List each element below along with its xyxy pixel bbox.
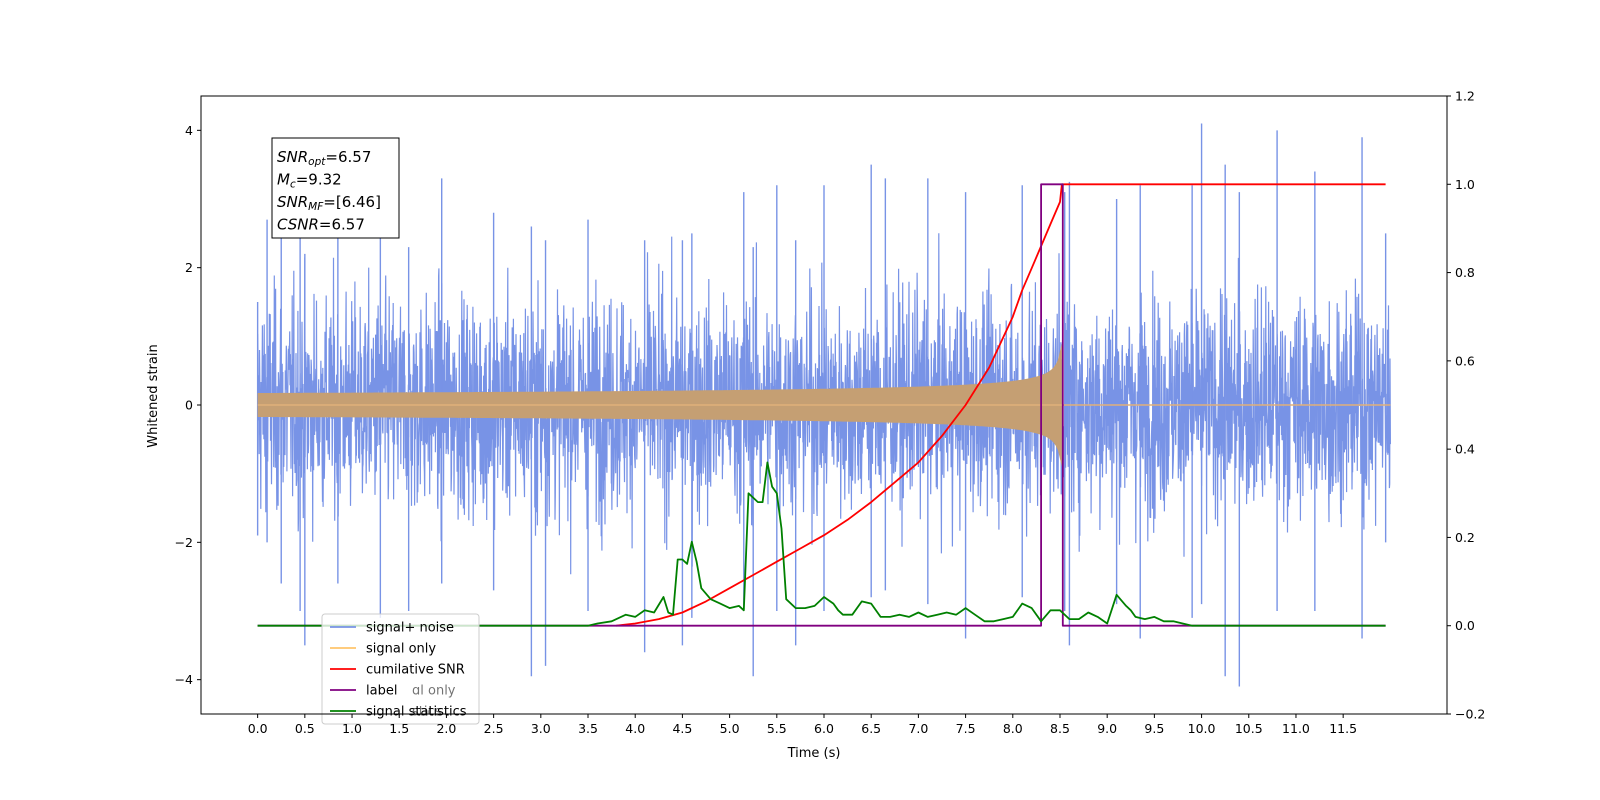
x-tick-label: 3.5 xyxy=(578,721,598,736)
y-tick-label-right: 0.0 xyxy=(1455,618,1475,633)
x-tick-label: 5.0 xyxy=(720,721,740,736)
series-signal-statistics xyxy=(257,461,1386,627)
annotation-line: CSNR=6.57 xyxy=(277,216,365,234)
annotation-frame xyxy=(271,137,400,239)
x-tick-label: 3.0 xyxy=(531,721,551,736)
annotation-line: SNRMF=[6.46] xyxy=(277,193,381,213)
x-tick-label: 1.0 xyxy=(342,721,362,736)
x-tick-label: 11.0 xyxy=(1282,721,1310,736)
x-tick-label: 9.0 xyxy=(1097,721,1117,736)
legend-label: cumilative SNR xyxy=(366,663,465,678)
legend-label: label xyxy=(366,684,397,699)
x-tick-label: 0.5 xyxy=(295,721,315,736)
legend-label: signal+ noise xyxy=(366,621,454,636)
x-tick-label: 10.5 xyxy=(1235,721,1263,736)
annotation-line: SNRopt=6.57 xyxy=(277,148,371,168)
x-tick-label: 4.0 xyxy=(625,721,645,736)
legend-ghost-label: stics xyxy=(412,705,442,720)
x-tick-label: 6.5 xyxy=(861,721,881,736)
x-tick-label: 2.5 xyxy=(484,721,504,736)
x-tick-label: 5.5 xyxy=(767,721,787,736)
x-tick-label: 2.0 xyxy=(436,721,456,736)
x-tick-label: 8.0 xyxy=(1003,721,1023,736)
y-tick-label-left: 2 xyxy=(185,260,193,275)
y-tick-label-left: −2 xyxy=(175,535,193,550)
y-tick-label-left: 0 xyxy=(185,398,193,413)
x-axis-label: Time (s) xyxy=(787,746,841,761)
legend-ghost-label: ɑl only xyxy=(412,684,456,699)
series-cumilative-snr xyxy=(616,183,1386,627)
x-tick-label: 11.5 xyxy=(1329,721,1357,736)
plot-content xyxy=(256,123,1391,687)
x-tick-label: 7.0 xyxy=(908,721,928,736)
x-tick-label: 4.5 xyxy=(672,721,692,736)
y-tick-label-right: 0.4 xyxy=(1455,442,1475,457)
x-tick-label: 1.5 xyxy=(389,721,409,736)
y-tick-label-left: 4 xyxy=(185,123,193,138)
y-tick-label-right: 1.2 xyxy=(1455,89,1475,104)
x-tick-label: 6.0 xyxy=(814,721,834,736)
y-tick-label-left: −4 xyxy=(175,672,193,687)
x-tick-label: 9.5 xyxy=(1144,721,1164,736)
x-tick-label: 10.0 xyxy=(1188,721,1216,736)
legend-label: signal statistics xyxy=(366,705,467,720)
axes: 0.0 0.5 1.0 1.5 2.0 2.5 3.0 3.5 4.0 4.5 5.0 5.5 6.0 6… xyxy=(175,89,1486,737)
legend-frame xyxy=(321,613,480,725)
y-tick-label-right: −0.2 xyxy=(1455,707,1485,722)
x-tick-label: 8.5 xyxy=(1050,721,1070,736)
x-tick-label: 7.5 xyxy=(956,721,976,736)
legend: signal+ noise signal only cumilative SNR la… xyxy=(321,613,480,725)
series-label xyxy=(257,183,1386,627)
y-tick-label-right: 1.0 xyxy=(1455,177,1475,192)
y-tick-label-right: 0.2 xyxy=(1455,530,1475,545)
y-axis-label-left: Whitened strain xyxy=(146,344,161,447)
y-tick-label-right: 0.6 xyxy=(1455,353,1475,368)
annotation-line: Mc=9.32 xyxy=(277,171,342,191)
plot-area xyxy=(256,123,1391,687)
x-tick-label: 0.0 xyxy=(248,721,268,736)
legend-label: signal only xyxy=(366,642,436,657)
y-tick-label-right: 0.8 xyxy=(1455,265,1475,280)
